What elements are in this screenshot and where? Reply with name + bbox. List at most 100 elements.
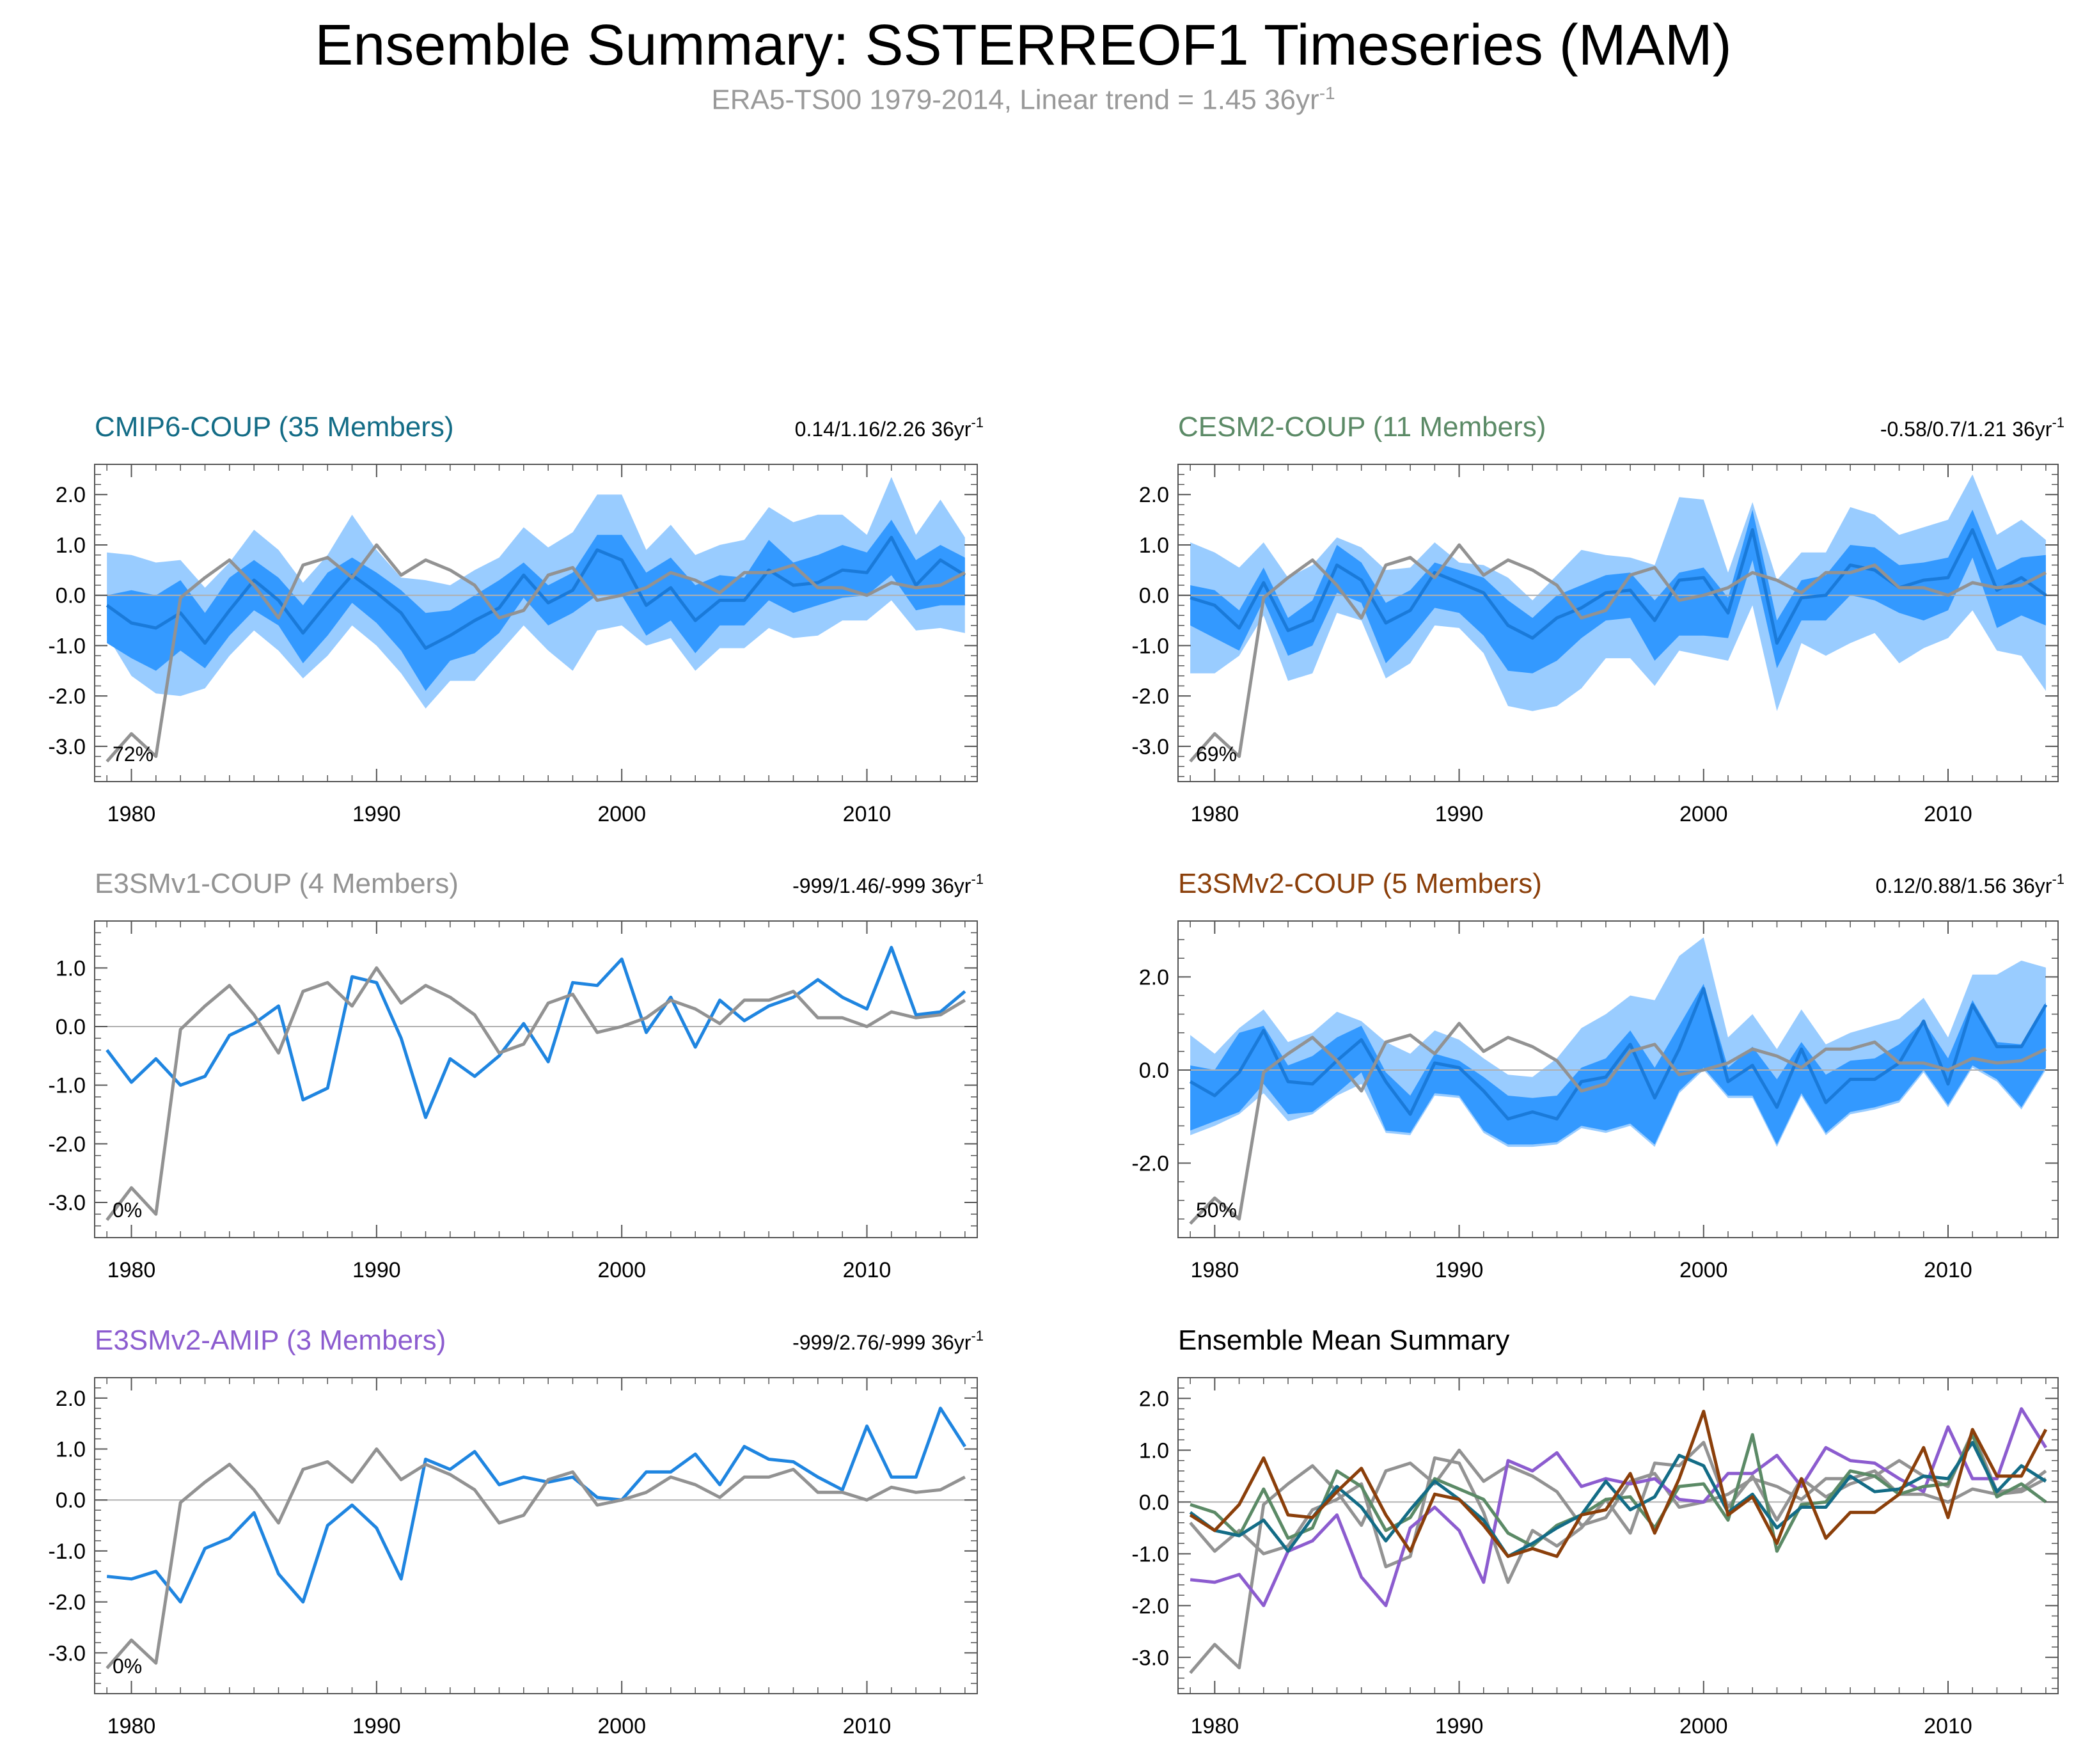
panel-title: CESM2-COUP (11 Members) bbox=[1178, 411, 1546, 443]
x-tick-label: 2010 bbox=[1924, 802, 1972, 826]
y-tick-label: 2.0 bbox=[56, 483, 86, 507]
x-tick-label: 1990 bbox=[1435, 1258, 1484, 1282]
x-tick-label: 2010 bbox=[843, 1714, 892, 1738]
x-tick-label: 2000 bbox=[597, 1258, 646, 1282]
trend-value: -0.58/0.7/1.21 36yr bbox=[1880, 418, 2052, 441]
observation-line bbox=[106, 543, 966, 763]
figure-subtitle: ERA5-TS00 1979-2014, Linear trend = 1.45… bbox=[0, 83, 2047, 116]
trend-label: -999/2.76/-999 36yr-1 bbox=[792, 1328, 984, 1354]
series-line-obs bbox=[1189, 1448, 2047, 1674]
series-line-e3smv1 bbox=[1189, 1430, 2047, 1584]
y-tick-label: 1.0 bbox=[1139, 533, 1169, 558]
x-tick-label: 1980 bbox=[1191, 1258, 1239, 1282]
band-inner bbox=[107, 519, 965, 691]
chart-panel-cesm2: CESM2-COUP (11 Members) -0.58/0.7/1.21 36… bbox=[1131, 411, 2064, 826]
plot-area bbox=[95, 945, 977, 1222]
chart-panel-e3smv1: E3SMv1-COUP (4 Members) -999/1.46/-999 36… bbox=[48, 868, 984, 1282]
x-tick-label: 2010 bbox=[1924, 1714, 1972, 1738]
y-tick-label: -3.0 bbox=[1131, 735, 1169, 759]
y-tick-label: 1.0 bbox=[1139, 1438, 1169, 1463]
y-tick-label: 0.0 bbox=[56, 1015, 86, 1039]
trend-value: 0.12/0.88/1.56 36yr bbox=[1876, 874, 2052, 897]
x-tick-label: 2000 bbox=[1679, 802, 1728, 826]
percent-label: 72% bbox=[113, 743, 153, 766]
x-tick-label: 1980 bbox=[107, 1258, 156, 1282]
plot-frame bbox=[94, 920, 978, 1238]
y-tick-label: 2.0 bbox=[56, 1387, 86, 1411]
trend-label: -999/1.46/-999 36yr-1 bbox=[792, 871, 984, 897]
chart-panel-summary: Ensemble Mean Summary -3.0 -2.0 -1.0 0.0 1.0 2… bbox=[1131, 1325, 2059, 1738]
y-tick-label: 2.0 bbox=[1139, 965, 1169, 989]
percent-label: 69% bbox=[1196, 743, 1237, 766]
series-line-e3smv2_coup bbox=[1189, 1410, 2048, 1558]
y-tick-label: -1.0 bbox=[48, 634, 86, 658]
plot-area bbox=[95, 476, 977, 763]
panel-title: E3SMv1-COUP (4 Members) bbox=[95, 868, 459, 899]
trend-label: 0.14/1.16/2.26 36yr-1 bbox=[795, 414, 984, 441]
ensemble-mean-line bbox=[106, 535, 966, 650]
series-line-e3smv2_amip bbox=[1190, 1407, 2048, 1607]
y-tick-label: -3.0 bbox=[48, 1641, 86, 1666]
ensemble-mean-line bbox=[106, 945, 966, 1119]
y-tick-label: 2.0 bbox=[1139, 1387, 1169, 1411]
x-tick-label: 1990 bbox=[1435, 802, 1484, 826]
y-tick-label: 0.0 bbox=[1139, 1059, 1169, 1083]
observation-line bbox=[1189, 543, 2047, 763]
y-tick-label: 2.0 bbox=[1139, 483, 1169, 507]
trend-label: 0.12/0.88/1.56 36yr-1 bbox=[1876, 871, 2064, 897]
y-tick-label: 0.0 bbox=[1139, 1490, 1169, 1515]
panel-title: Ensemble Mean Summary bbox=[1178, 1325, 1509, 1356]
trend-superscript: -1 bbox=[971, 1328, 984, 1344]
plot-area bbox=[95, 1406, 977, 1669]
x-tick-label: 2010 bbox=[843, 802, 892, 826]
x-tick-label: 2000 bbox=[597, 1714, 646, 1738]
percent-label: 0% bbox=[113, 1199, 142, 1222]
observation-line bbox=[106, 966, 966, 1222]
x-tick-label: 1990 bbox=[352, 1258, 401, 1282]
y-tick-label: 1.0 bbox=[56, 956, 86, 980]
plot-frame bbox=[94, 464, 978, 782]
figure-title: Ensemble Summary: SSTERREOF1 Timeseries … bbox=[315, 13, 1732, 77]
x-tick-label: 1980 bbox=[1191, 802, 1239, 826]
y-tick-label: -1.0 bbox=[1131, 634, 1169, 658]
trend-superscript: -1 bbox=[971, 414, 984, 430]
ensemble-mean-line bbox=[106, 1406, 966, 1604]
y-tick-label: -3.0 bbox=[1131, 1646, 1169, 1670]
y-tick-label: 0.0 bbox=[56, 1488, 86, 1513]
trend-value: -999/1.46/-999 36yr bbox=[792, 874, 971, 897]
panel-title: E3SMv2-COUP (5 Members) bbox=[1178, 868, 1542, 899]
y-tick-label: -3.0 bbox=[48, 735, 86, 759]
x-tick-label: 1990 bbox=[352, 802, 401, 826]
y-tick-label: -2.0 bbox=[1131, 1152, 1169, 1176]
subtitle-superscript: -1 bbox=[1319, 83, 1335, 103]
x-tick-label: 2000 bbox=[597, 802, 646, 826]
y-tick-label: -3.0 bbox=[48, 1191, 86, 1215]
y-tick-label: -2.0 bbox=[48, 1132, 86, 1156]
trend-label: -0.58/0.7/1.21 36yr-1 bbox=[1880, 414, 2064, 441]
x-tick-label: 1990 bbox=[352, 1714, 401, 1738]
observation-line bbox=[106, 1447, 966, 1669]
y-tick-label: -2.0 bbox=[48, 684, 86, 709]
chart-panel-cmip6: CMIP6-COUP (35 Members) 0.14/1.16/2.26 36… bbox=[48, 411, 984, 826]
trend-superscript: -1 bbox=[2052, 414, 2064, 430]
plot-frame bbox=[1177, 920, 2059, 1238]
plot-area bbox=[1178, 937, 2058, 1225]
trend-value: -999/2.76/-999 36yr bbox=[792, 1331, 971, 1354]
percent-label: 0% bbox=[113, 1655, 142, 1678]
trend-value: 0.14/1.16/2.26 36yr bbox=[795, 418, 971, 441]
y-tick-label: -1.0 bbox=[48, 1540, 86, 1564]
x-tick-label: 1990 bbox=[1435, 1714, 1484, 1738]
plot-frame bbox=[1177, 1377, 2059, 1694]
x-tick-label: 1980 bbox=[1191, 1714, 1239, 1738]
y-tick-label: 1.0 bbox=[56, 533, 86, 558]
x-tick-label: 2000 bbox=[1679, 1714, 1728, 1738]
trend-superscript: -1 bbox=[971, 871, 984, 887]
plot-area bbox=[1178, 1407, 2058, 1674]
observation-line bbox=[1189, 1021, 2047, 1225]
chart-panel-e3smv2_amip: E3SMv2-AMIP (3 Members) -999/2.76/-999 36… bbox=[48, 1325, 984, 1738]
ensemble-mean-line bbox=[1189, 987, 2048, 1121]
plot-area bbox=[1178, 474, 2058, 763]
panel-title: CMIP6-COUP (35 Members) bbox=[95, 411, 454, 443]
x-tick-label: 1980 bbox=[107, 802, 156, 826]
